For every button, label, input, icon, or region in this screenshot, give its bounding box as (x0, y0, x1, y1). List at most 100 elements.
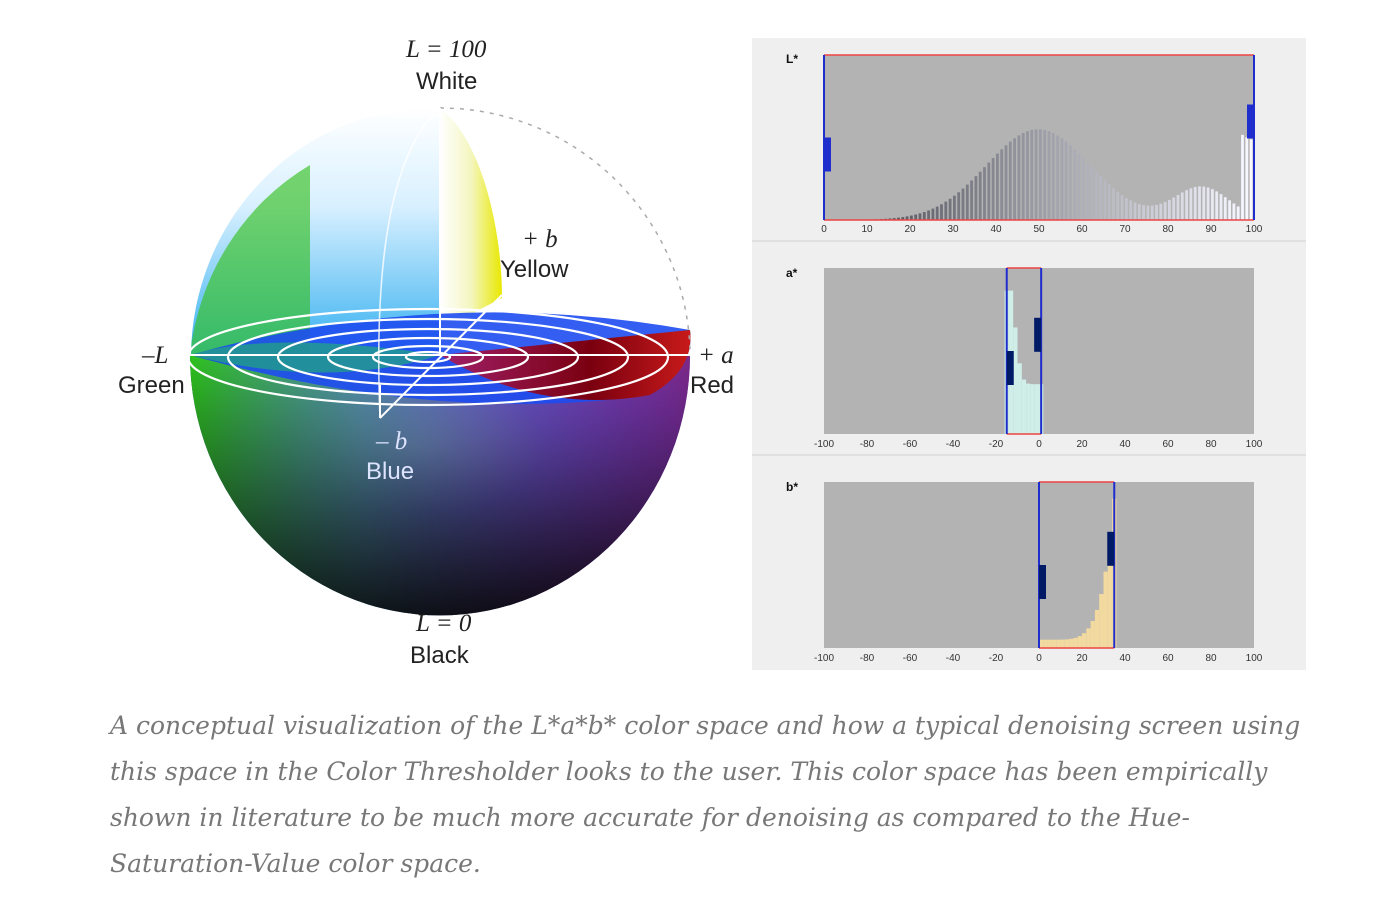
label-green: Green (118, 372, 185, 399)
histogram-bar (1086, 162, 1090, 220)
histogram-bar (1189, 188, 1193, 220)
histogram-bar (1198, 186, 1201, 220)
tick-label: -40 (946, 439, 961, 450)
histogram-bar (1026, 131, 1029, 220)
tick-label: 20 (1076, 653, 1088, 664)
histogram-bar (1060, 639, 1065, 648)
figure-caption: A conceptual visualization of the L*a*b*… (110, 711, 1301, 878)
histogram-bar (892, 218, 896, 220)
histogram-bar (1103, 180, 1107, 220)
histogram-bar (940, 204, 943, 220)
histogram-bar (1129, 200, 1133, 220)
histogram-bar (1021, 133, 1025, 220)
histogram-bar (1180, 192, 1184, 220)
tick-label: 50 (1033, 224, 1045, 235)
histogram-bar (1082, 633, 1087, 648)
tick-label: 80 (1205, 439, 1217, 450)
tick-label: -20 (989, 439, 1004, 450)
histogram-bar (978, 171, 982, 220)
histogram-bar (901, 217, 905, 220)
tick-label: 40 (990, 224, 1002, 235)
histogram-bar (953, 195, 956, 220)
tick-label: 10 (861, 224, 873, 235)
histogram-bar (1215, 191, 1219, 220)
color-thresholder-panel: 0 10 20 30 40 50 60 70 80 90 100 L* -100 -80 -60 -40-… (752, 38, 1306, 670)
tick-label: 60 (1076, 224, 1088, 235)
histogram-bar (1017, 135, 1021, 220)
histogram-bar (1211, 189, 1214, 220)
histogram-bar (1155, 204, 1158, 220)
histogram-bar (1086, 628, 1091, 648)
histogram-bar (1043, 639, 1048, 648)
histogram-bar (1228, 200, 1231, 220)
tick-label: 40 (1119, 653, 1131, 664)
histogram-bar (1159, 203, 1163, 220)
histogram-bar (1026, 383, 1031, 434)
histogram-b-svg: -100 -80 -60 -40 -20 0 20 40 60 80 100 (814, 481, 1263, 664)
tick-label: 100 (1246, 439, 1263, 450)
label-white: White (416, 68, 478, 95)
histogram-bar (983, 167, 986, 220)
histogram-bar (1137, 204, 1141, 220)
tick-label: -40 (946, 653, 961, 664)
label-blue: Blue (366, 458, 415, 485)
histogram-bar (1004, 145, 1008, 220)
tick-label: 70 (1119, 224, 1131, 235)
histogram-bar (948, 198, 952, 220)
panel-title-l: L* (786, 52, 798, 66)
histogram-bar (1176, 194, 1180, 220)
histogram-bar (1000, 149, 1004, 220)
histogram-bar (1056, 639, 1061, 648)
tick-label: 0 (1036, 653, 1042, 664)
threshold-handle-left (1039, 565, 1046, 599)
label-plus-b: + b (522, 226, 558, 253)
histogram-bar (897, 217, 900, 220)
histogram-bar (1064, 141, 1068, 220)
tick-label: -20 (989, 653, 1004, 664)
histogram-bar (1094, 171, 1098, 220)
panel-title-b: b* (786, 480, 798, 494)
histogram-bar (1103, 571, 1108, 648)
histogram-bar (1077, 636, 1082, 648)
histogram-bar (1030, 129, 1034, 220)
histogram-bar (1232, 203, 1236, 220)
label-minus-l: –L (142, 342, 169, 369)
histogram-bar (1094, 609, 1100, 648)
threshold-handle-right (1034, 317, 1042, 352)
histogram-bar (1047, 131, 1051, 220)
histogram-bar (931, 208, 935, 220)
histogram-bar (1223, 197, 1227, 220)
threshold-handle-left (824, 137, 831, 172)
histogram-bar (1193, 187, 1197, 220)
histogram-bar (1073, 149, 1077, 220)
histogram-bar (1185, 190, 1188, 220)
histogram-bar (1163, 202, 1167, 220)
histogram-bar (1168, 199, 1171, 220)
tick-label: 60 (1162, 439, 1174, 450)
histogram-bar (1043, 129, 1047, 220)
tick-label: 100 (1246, 653, 1263, 664)
lab-sphere-figure: L = 100 White + b Yellow –L Green + a Re… (110, 30, 750, 680)
histogram-bar (905, 216, 909, 220)
tick-label: -60 (903, 653, 918, 664)
histogram-bar (1099, 176, 1102, 220)
histogram-bar (1069, 145, 1072, 220)
histogram-bar (1082, 158, 1085, 220)
tick-label: -60 (903, 439, 918, 450)
histogram-bar (987, 162, 991, 220)
tick-label: 40 (1119, 439, 1131, 450)
histogram-bar (1146, 205, 1150, 220)
histogram-bar (1056, 135, 1059, 220)
label-l-100: L = 100 (406, 36, 487, 63)
tick-label: -100 (814, 653, 834, 664)
histogram-bar (965, 184, 969, 220)
histogram-bar (1206, 187, 1210, 220)
histogram-bar (1099, 594, 1104, 648)
tick-label: 0 (821, 224, 827, 235)
panel-title-a: a* (786, 266, 798, 280)
tick-label: 30 (947, 224, 959, 235)
histogram-bar (1219, 194, 1223, 220)
histogram-bar (1142, 205, 1145, 220)
histogram-panel-l: 0 10 20 30 40 50 60 70 80 90 100 L* (752, 38, 1306, 242)
histogram-bar (1125, 198, 1128, 220)
